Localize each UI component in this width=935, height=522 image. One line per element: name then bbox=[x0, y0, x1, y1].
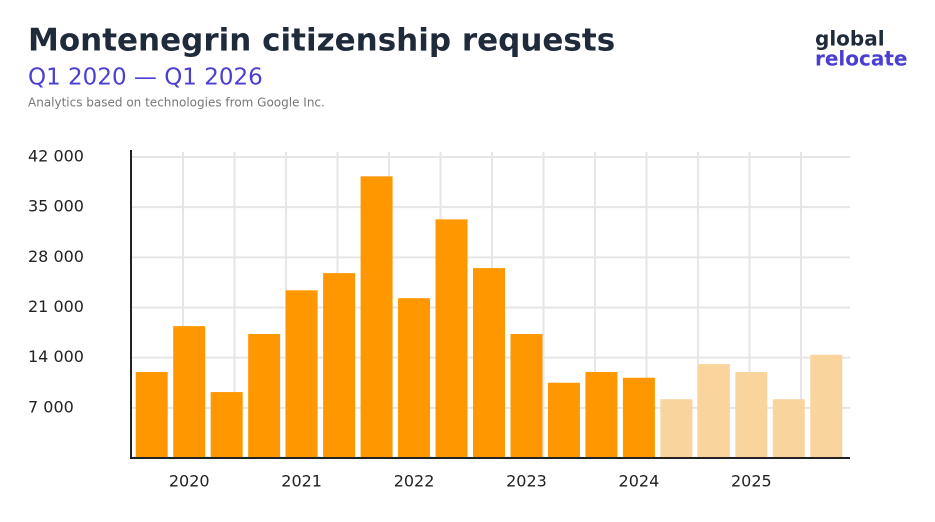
bar bbox=[248, 334, 281, 458]
bar bbox=[473, 268, 505, 458]
chart-title: Montenegrin citizenship requests bbox=[28, 23, 615, 59]
bar bbox=[547, 382, 580, 458]
bar bbox=[697, 364, 730, 458]
bar bbox=[360, 176, 393, 458]
x-tick-label: 2024 bbox=[619, 472, 660, 491]
x-tick-label: 2023 bbox=[506, 472, 547, 491]
logo-bottom: relocate bbox=[815, 47, 908, 71]
bar bbox=[173, 326, 206, 458]
bar bbox=[435, 219, 468, 458]
bar bbox=[285, 290, 318, 458]
y-tick-label: 42 000 bbox=[28, 147, 84, 166]
y-tick-label: 28 000 bbox=[28, 247, 84, 266]
y-tick-label: 7 000 bbox=[28, 397, 74, 416]
bar bbox=[772, 399, 805, 458]
bar bbox=[323, 273, 356, 458]
bar bbox=[735, 372, 768, 458]
y-tick-label: 35 000 bbox=[28, 197, 84, 216]
x-tick-label: 2025 bbox=[731, 472, 772, 491]
x-tick-label: 2020 bbox=[169, 472, 210, 491]
source-note: Analytics based on technologies from Goo… bbox=[28, 96, 325, 110]
bar bbox=[510, 334, 543, 458]
bar bbox=[810, 354, 843, 458]
x-tick-label: 2022 bbox=[394, 472, 435, 491]
y-tick-label: 14 000 bbox=[28, 347, 84, 366]
bar bbox=[622, 377, 655, 458]
chart-subtitle: Q1 2020 — Q1 2026 bbox=[28, 65, 263, 91]
bar bbox=[660, 399, 693, 458]
x-tick-label: 2021 bbox=[281, 472, 322, 491]
bar bbox=[135, 372, 168, 458]
logo-top: global bbox=[815, 27, 885, 51]
bar bbox=[398, 298, 431, 458]
bar bbox=[585, 372, 618, 458]
y-tick-label: 21 000 bbox=[28, 297, 84, 316]
bar bbox=[210, 392, 243, 458]
